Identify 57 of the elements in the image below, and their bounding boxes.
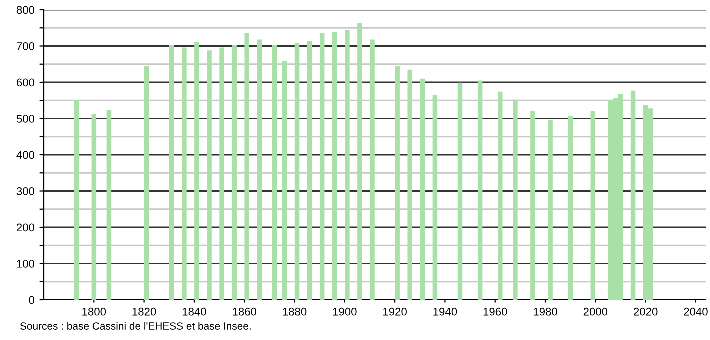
bar <box>307 42 312 300</box>
bar <box>358 23 362 300</box>
x-tick-label: 2020 <box>634 308 658 316</box>
x-tick-label: 1940 <box>434 308 458 316</box>
y-tick-label: 800 <box>16 6 35 14</box>
bar <box>282 61 288 300</box>
x-tick-label: 1920 <box>384 308 407 316</box>
bar <box>408 70 412 300</box>
bar <box>498 92 503 300</box>
bar <box>220 48 224 300</box>
bar <box>232 45 237 300</box>
x-tick-label: 1900 <box>333 308 357 316</box>
bar <box>74 100 79 300</box>
bar <box>106 110 112 300</box>
source-note: Sources : base Cassini de l'EHESS et base Insee. <box>20 322 251 330</box>
y-tick-label: 0 <box>29 296 35 304</box>
bar <box>530 111 536 300</box>
bar <box>320 33 325 300</box>
bar <box>345 30 350 300</box>
bar <box>590 111 596 300</box>
bar <box>432 95 438 300</box>
x-tick-label: 1840 <box>182 308 206 316</box>
bar <box>182 48 187 300</box>
x-tick-label: 1880 <box>283 308 307 316</box>
bar <box>548 120 553 300</box>
bar <box>207 50 212 300</box>
bar <box>420 78 426 300</box>
x-tick-label: 1800 <box>82 308 106 316</box>
x-tick-label: 2000 <box>584 308 608 316</box>
y-tick-label: 700 <box>17 42 35 50</box>
y-tick-label: 200 <box>16 224 35 232</box>
bar <box>272 46 278 300</box>
y-tick-label: 400 <box>16 151 35 160</box>
bar <box>244 33 250 300</box>
y-tick-label: 600 <box>17 78 35 87</box>
bar <box>257 40 262 300</box>
bar <box>332 32 338 300</box>
y-tick-label: 300 <box>16 188 35 196</box>
x-tick-label: 1820 <box>132 308 156 316</box>
x-tick-label: 1860 <box>233 308 257 316</box>
x-tick-label: 1960 <box>484 308 508 316</box>
bar <box>513 100 518 300</box>
bar <box>194 42 200 300</box>
y-tick-label: 100 <box>17 260 35 268</box>
bar <box>630 90 636 300</box>
y-tick-label: 500 <box>16 115 35 123</box>
bar <box>370 40 375 300</box>
bar <box>92 114 97 300</box>
bar <box>568 116 573 300</box>
bar <box>458 82 463 300</box>
bar <box>294 43 300 300</box>
bar <box>478 80 483 300</box>
x-tick-label: 2040 <box>684 308 708 316</box>
bar <box>144 66 150 300</box>
bar <box>395 66 400 300</box>
x-tick-label: 1980 <box>534 308 558 316</box>
bar <box>170 46 174 300</box>
